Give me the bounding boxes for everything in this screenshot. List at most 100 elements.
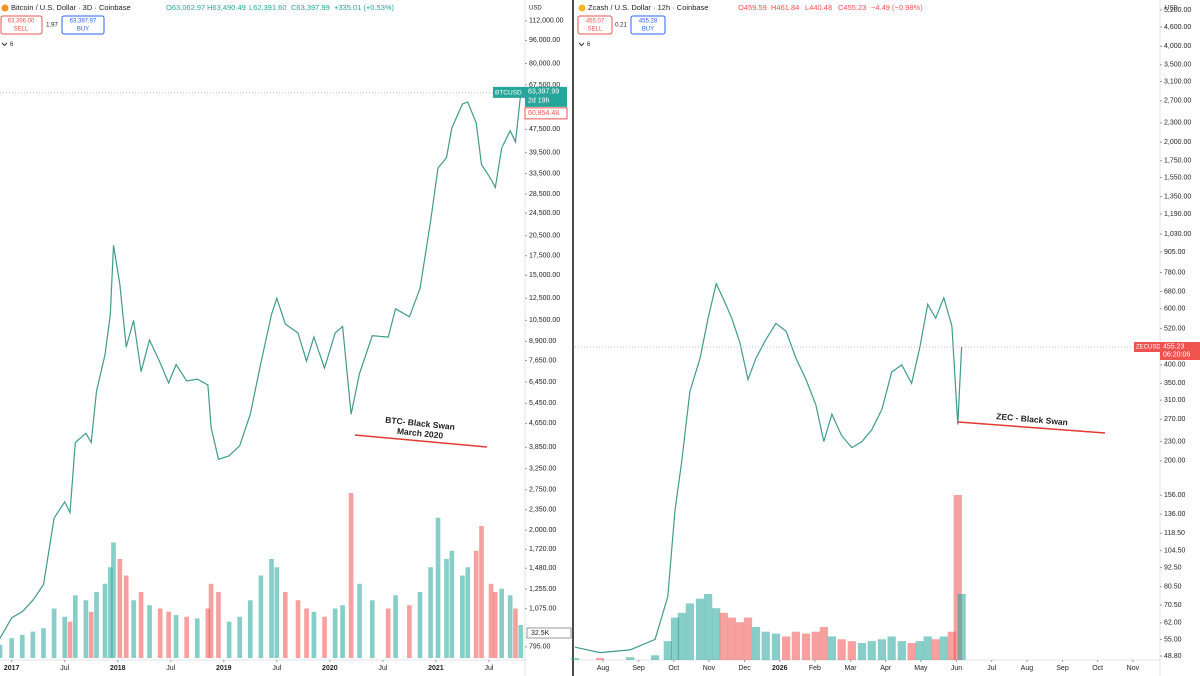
x-tick-label: Apr xyxy=(880,665,892,672)
volume-bar xyxy=(322,616,327,658)
volume-bar xyxy=(771,633,781,660)
volume-bar xyxy=(216,592,221,658)
price-tag xyxy=(524,107,568,120)
volume-bar xyxy=(819,627,828,660)
volume-bar xyxy=(897,641,906,660)
volume-bar xyxy=(311,611,317,658)
x-tick-label: 2017 xyxy=(4,665,20,672)
y-tick-label: 112,000.00 xyxy=(529,18,564,25)
volume-bar xyxy=(791,631,800,660)
volume-bar xyxy=(685,603,695,660)
y-tick-label: 3,850.00 xyxy=(529,444,556,451)
ohlc-high: H461.84 xyxy=(771,3,799,12)
ohlc-close: C455.23 xyxy=(838,3,866,12)
y-tick-label: 118.50 xyxy=(1164,530,1185,537)
volume-bar xyxy=(111,542,116,658)
x-tick-label: Jul xyxy=(484,665,493,672)
indicator-toggle[interactable] xyxy=(1,42,8,47)
sell-button[interactable] xyxy=(577,15,613,35)
volume-bar xyxy=(743,617,753,660)
x-tick-label: Aug xyxy=(1021,665,1034,672)
y-tick-label: 2,750.00 xyxy=(529,487,556,494)
y-tick-label: 4,650.00 xyxy=(529,420,556,427)
symbol-tag xyxy=(493,86,525,98)
indicator-toggle[interactable] xyxy=(578,42,585,47)
volume-bar xyxy=(703,594,713,660)
y-tick-label: 350.00 xyxy=(1164,380,1186,387)
y-tick-label: 230.00 xyxy=(1164,438,1186,445)
y-tick-label: 310.00 xyxy=(1164,397,1186,404)
volume-bar xyxy=(518,625,524,658)
x-tick-label: Jul xyxy=(987,665,996,672)
y-tick-label: 1,550.00 xyxy=(1164,174,1191,181)
volume-bar xyxy=(41,628,46,658)
countdown: 06:20:06 xyxy=(1163,351,1190,358)
volume-bar xyxy=(258,575,264,658)
y-tick-label: 104.50 xyxy=(1164,547,1186,554)
x-tick-label: Nov xyxy=(703,665,716,672)
volume-bar xyxy=(282,592,288,658)
volume-bar xyxy=(194,618,200,658)
buy-price: 455.28 xyxy=(639,19,658,25)
y-tick-label: 1,750.00 xyxy=(1164,158,1191,165)
ohlc-open: O63,062.97 xyxy=(166,3,205,12)
sell-label: SELL xyxy=(588,27,603,33)
volume-bar xyxy=(957,594,966,660)
spread: 1.97 xyxy=(46,23,58,29)
indicator-count: 6 xyxy=(587,42,591,48)
y-tick-label: 270.00 xyxy=(1164,416,1186,423)
y-tick-label: 28,500.00 xyxy=(529,191,560,198)
volume-bar xyxy=(83,600,89,658)
volume-bar xyxy=(923,636,932,660)
x-tick-label: Sep xyxy=(632,665,645,672)
x-tick-label: May xyxy=(914,665,928,672)
y-tick-label: 48.80 xyxy=(1164,653,1182,660)
currency: USD xyxy=(529,6,542,12)
y-tick-label: 2,350.00 xyxy=(529,507,556,514)
volume-bar xyxy=(0,644,3,658)
trend-line xyxy=(354,434,488,448)
volume-bar xyxy=(670,617,680,660)
y-tick-label: 33,500.00 xyxy=(529,170,560,177)
volume-bar xyxy=(295,600,301,658)
buy-label: BUY xyxy=(642,27,654,33)
volume-bar xyxy=(274,567,280,658)
volume-bar xyxy=(727,617,736,660)
volume-bar xyxy=(166,611,171,658)
symbol-tag-label: ZECUSD xyxy=(1136,345,1161,351)
volume-bar xyxy=(407,605,412,658)
volume-label: 32.5K xyxy=(531,630,550,637)
volume-bar xyxy=(67,621,73,658)
y-tick-label: 80,000.00 xyxy=(529,60,560,67)
buy-button[interactable] xyxy=(630,15,666,35)
buy-button[interactable] xyxy=(61,15,105,35)
x-tick-label: Feb xyxy=(809,665,821,672)
volume-bar xyxy=(781,636,791,660)
currency: USD xyxy=(1165,6,1178,12)
symbol-icon xyxy=(1,4,9,12)
volume-bar xyxy=(123,575,129,658)
buy-label: BUY xyxy=(77,27,89,33)
volume-bar xyxy=(953,495,962,660)
volume-bar xyxy=(131,600,136,658)
price-tag xyxy=(525,86,567,107)
volume-bar xyxy=(837,639,846,660)
volume-bar xyxy=(801,633,811,660)
y-tick-label: 1,075.00 xyxy=(529,606,556,613)
volume-bar xyxy=(147,605,152,658)
y-tick-label: 15,000.00 xyxy=(529,272,560,279)
x-tick-label: Mar xyxy=(845,665,858,672)
sell-button[interactable] xyxy=(0,15,43,35)
y-tick-label: 20,500.00 xyxy=(529,233,560,240)
x-tick-label: 2019 xyxy=(216,665,232,672)
y-tick-label: 24,500.00 xyxy=(529,210,560,217)
sell-label: SELL xyxy=(14,27,29,33)
volume-bar xyxy=(51,608,57,658)
volume-bar xyxy=(847,641,856,660)
y-tick-label: 8,900.00 xyxy=(529,338,556,345)
volume-bar xyxy=(719,612,728,660)
price-tag-label: 60,854.48 xyxy=(528,110,559,117)
y-tick-label: 1,480.00 xyxy=(529,565,556,572)
